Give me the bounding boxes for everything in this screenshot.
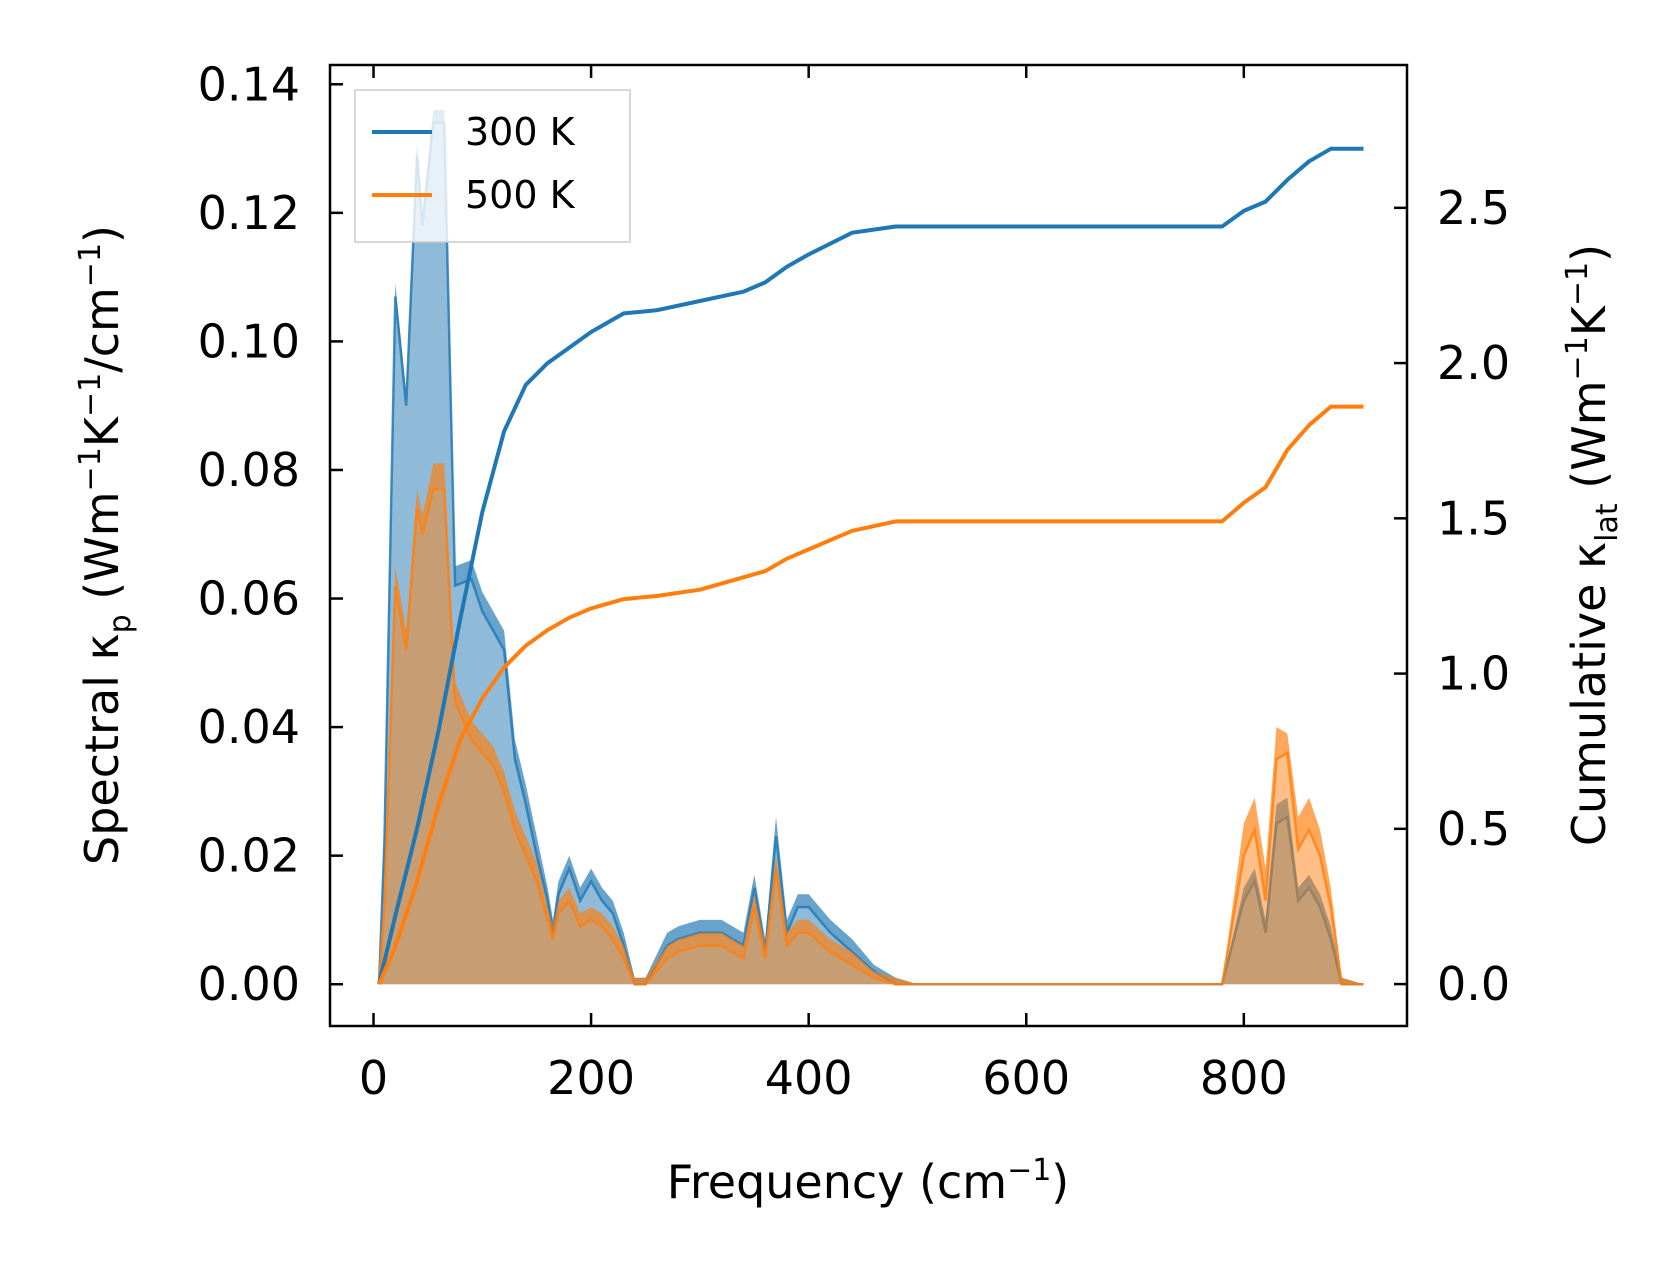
- spectral-line-500K: [377, 488, 1364, 986]
- y-right-tick-label: 2.5: [1437, 181, 1510, 235]
- y-left-tick-label: 0.14: [198, 57, 300, 111]
- y-left-tick-label: 0.06: [198, 572, 300, 626]
- legend-label-300K: 300 K: [465, 110, 576, 154]
- y-axis-right-title: Cumulative κlat (Wm−1K−1): [1560, 244, 1625, 846]
- x-axis-title: Frequency (cm−1): [667, 1153, 1070, 1209]
- y-axis-left-title: Spectral κp (Wm−1K−1/cm−1): [73, 225, 138, 865]
- legend: 300 K 500 K: [354, 89, 631, 243]
- y-left-tick-label: 0.00: [198, 957, 300, 1011]
- y-right-tick-label: 0.5: [1437, 802, 1510, 856]
- y-right-tick-label: 2.0: [1437, 336, 1510, 390]
- x-tick-label: 600: [982, 1051, 1070, 1105]
- tick-labels: 0 200 400 600 800 0.00 0.02 0.04 0.06 0.08 0.10 0.1…: [198, 57, 1511, 1105]
- y-right-tick-label: 1.0: [1437, 647, 1510, 701]
- y-left-tick-label: 0.12: [198, 186, 300, 240]
- plot-frame: [328, 63, 1409, 1028]
- spectral-bands: [377, 110, 1364, 986]
- spectral-fill-500K: [379, 463, 1364, 985]
- legend-label-500K: 500 K: [465, 173, 576, 217]
- legend-box: [354, 89, 631, 243]
- y-left-tick-label: 0.10: [198, 314, 300, 368]
- x-tick-label: 200: [547, 1051, 635, 1105]
- y-right-tick-label: 0.0: [1437, 957, 1510, 1011]
- y-left-tick-label: 0.04: [198, 700, 300, 754]
- x-tick-label: 800: [1200, 1051, 1288, 1105]
- cumulative-lines: [377, 146, 1364, 985]
- x-tick-label: 0: [359, 1051, 388, 1105]
- x-tick-label: 400: [765, 1051, 853, 1105]
- y-left-tick-label: 0.02: [198, 829, 300, 883]
- cumulative-line-500K: [377, 404, 1364, 985]
- y-left-tick-label: 0.08: [198, 443, 300, 497]
- axis-ticks: [330, 65, 1407, 1026]
- cumulative-line-300K: [377, 146, 1364, 985]
- y-right-tick-label: 1.5: [1437, 491, 1510, 545]
